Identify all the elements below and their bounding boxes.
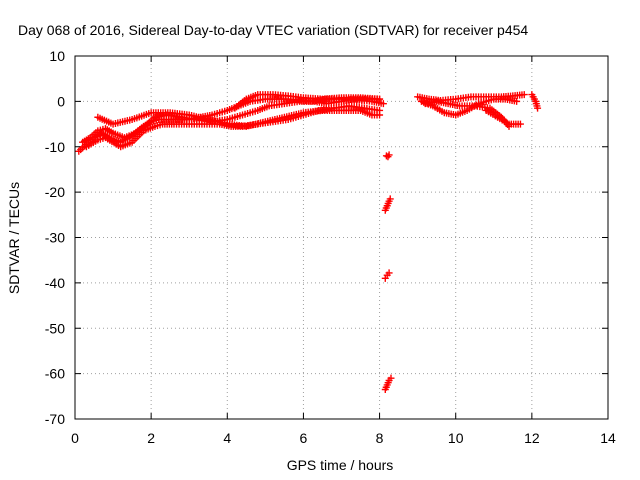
series-13 [528, 91, 542, 112]
chart-title: Day 068 of 2016, Sidereal Day-to-day VTE… [18, 22, 528, 38]
data-point [516, 120, 524, 128]
y-axis-label: SDTVAR / TECUs [6, 182, 22, 294]
y-tick-label: -10 [45, 139, 65, 155]
x-tick-label: 6 [300, 430, 308, 446]
y-tick-label: 0 [57, 93, 65, 109]
series-12 [482, 106, 524, 128]
data-point [513, 97, 521, 105]
x-tick-label: 14 [600, 430, 616, 446]
y-tick-label: -60 [45, 366, 65, 382]
data-points [75, 91, 542, 394]
series-8 [381, 374, 395, 394]
data-point [385, 151, 393, 159]
series-5 [382, 151, 393, 161]
y-tick-label: -20 [45, 184, 65, 200]
y-tick-label: 10 [49, 48, 65, 64]
data-point [534, 104, 542, 112]
data-point [385, 269, 393, 277]
y-tick-label: -40 [45, 275, 65, 291]
data-point [376, 95, 384, 103]
x-tick-label: 12 [524, 430, 540, 446]
y-axis-tick-labels: 10 0 -10 -20 -30 -40 -50 -60 -70 [45, 48, 65, 427]
y-tick-label: -50 [45, 320, 65, 336]
x-tick-label: 8 [376, 430, 384, 446]
x-axis-tick-labels: 0 2 4 6 8 10 12 14 [71, 430, 616, 446]
data-point [386, 195, 394, 203]
series-3 [94, 106, 384, 130]
data-point [376, 111, 384, 119]
series-4 [231, 91, 384, 112]
x-tick-label: 2 [147, 430, 155, 446]
data-point [520, 91, 528, 99]
y-tick-label: -30 [45, 230, 65, 246]
plot-frame [74, 55, 609, 420]
series-7 [381, 269, 393, 282]
x-tick-label: 4 [223, 430, 231, 446]
data-point [387, 374, 395, 382]
data-point [379, 100, 387, 108]
series-6 [381, 195, 394, 214]
y-tick-label: -70 [45, 411, 65, 427]
x-axis-label: GPS time / hours [287, 457, 394, 473]
series-9 [414, 91, 528, 104]
x-tick-label: 0 [71, 430, 79, 446]
x-tick-label: 10 [448, 430, 464, 446]
